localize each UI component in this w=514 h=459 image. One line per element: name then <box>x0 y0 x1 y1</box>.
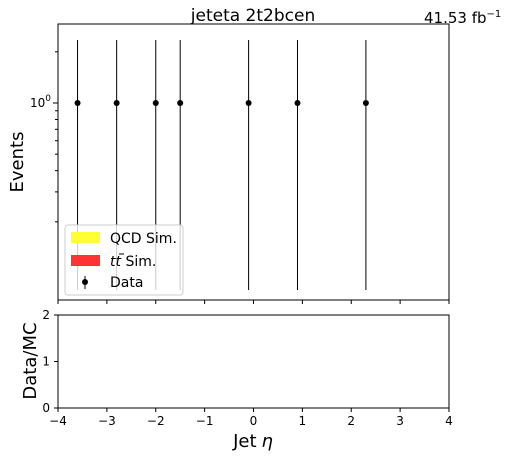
data-point <box>245 100 252 106</box>
y-minor-ticks <box>55 51 58 223</box>
ratio-y-tick-label: 2 <box>42 308 50 322</box>
legend-qcd-label: QCD Sim. <box>110 231 177 247</box>
data-point <box>177 100 184 106</box>
x-axis-label: Jet η <box>232 431 273 452</box>
legend-ttbar-patch <box>71 255 100 266</box>
ratio-x-ticks: −4 −3 −2 −1 0 1 2 3 4 <box>49 408 453 428</box>
ratio-y-axis-label: Data/MC <box>20 322 41 399</box>
data-point <box>294 100 301 106</box>
ratio-plot-frame <box>57 314 450 409</box>
y-axis-label: Events <box>7 132 28 193</box>
main-x-ticks <box>57 300 450 304</box>
legend-data-label: Data <box>110 275 143 291</box>
x-tick-label: 3 <box>396 414 404 428</box>
data-point <box>152 100 159 106</box>
x-tick-label: 0 <box>250 414 258 428</box>
ratio-y-tick-label: 1 <box>42 355 50 369</box>
y-tick-label: 100 <box>30 94 51 110</box>
data-point <box>362 100 369 106</box>
legend-ttbar-label: tt Sim. <box>110 254 156 270</box>
luminosity-label: 41.53 fb−1 <box>424 9 501 27</box>
x-tick-label: 2 <box>347 414 355 428</box>
ratio-y-ticks: 0 1 2 <box>42 308 58 415</box>
legend-qcd-patch <box>71 232 100 243</box>
legend-data-marker <box>82 279 88 285</box>
legend: QCD Sim. tt Sim. Data <box>64 224 184 296</box>
data-point <box>113 100 120 106</box>
ratio-y-tick-label: 0 <box>42 401 50 415</box>
x-tick-label: 4 <box>445 414 453 428</box>
x-tick-label: −1 <box>196 414 214 428</box>
x-tick-label: −4 <box>49 414 67 428</box>
x-tick-label: −2 <box>147 414 165 428</box>
data-point <box>74 100 81 106</box>
x-tick-label: 1 <box>299 414 307 428</box>
x-tick-label: −3 <box>98 414 116 428</box>
chart-title: jeteta 2t2bcen <box>190 6 315 26</box>
